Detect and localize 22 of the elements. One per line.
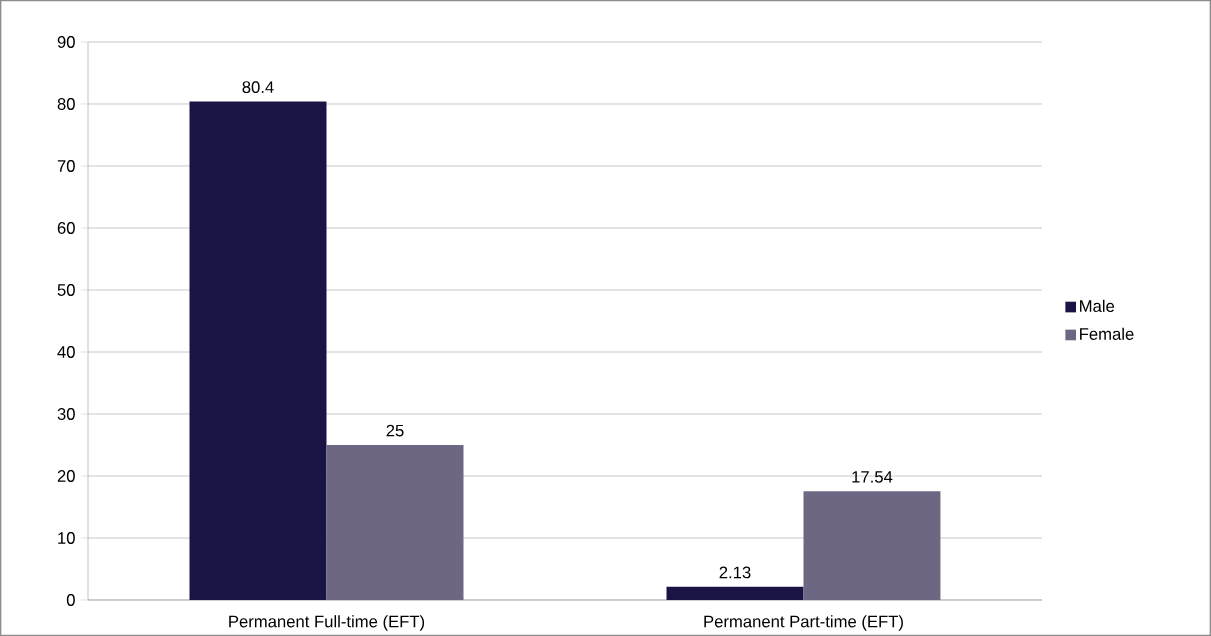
y-tick-label: 90 bbox=[57, 36, 75, 48]
data-label: 25 bbox=[386, 424, 404, 437]
data-label: 2.13 bbox=[719, 566, 751, 579]
y-tick-label: 40 bbox=[57, 346, 75, 358]
y-tick-label: 70 bbox=[57, 160, 75, 172]
bar bbox=[326, 445, 464, 600]
x-tick-label: Permanent Part-time (EFT) bbox=[704, 615, 903, 631]
y-tick-label: 50 bbox=[57, 284, 75, 296]
legend-label: Female bbox=[1080, 327, 1134, 340]
y-tick-label: 30 bbox=[57, 408, 75, 420]
y-tick-label: 10 bbox=[58, 532, 75, 544]
y-tick-label: 0 bbox=[66, 594, 75, 606]
data-label: 80.4 bbox=[242, 81, 274, 94]
y-tick-label: 80 bbox=[57, 98, 75, 110]
bar bbox=[803, 491, 941, 600]
y-tick-label: 60 bbox=[57, 222, 75, 234]
legend-label: Male bbox=[1080, 299, 1115, 312]
bar bbox=[189, 101, 327, 600]
data-label: 17.54 bbox=[852, 471, 893, 483]
y-tick-label: 20 bbox=[57, 470, 75, 482]
x-tick-label: Permanent Full-time (EFT) bbox=[229, 615, 425, 631]
bar bbox=[666, 586, 804, 600]
